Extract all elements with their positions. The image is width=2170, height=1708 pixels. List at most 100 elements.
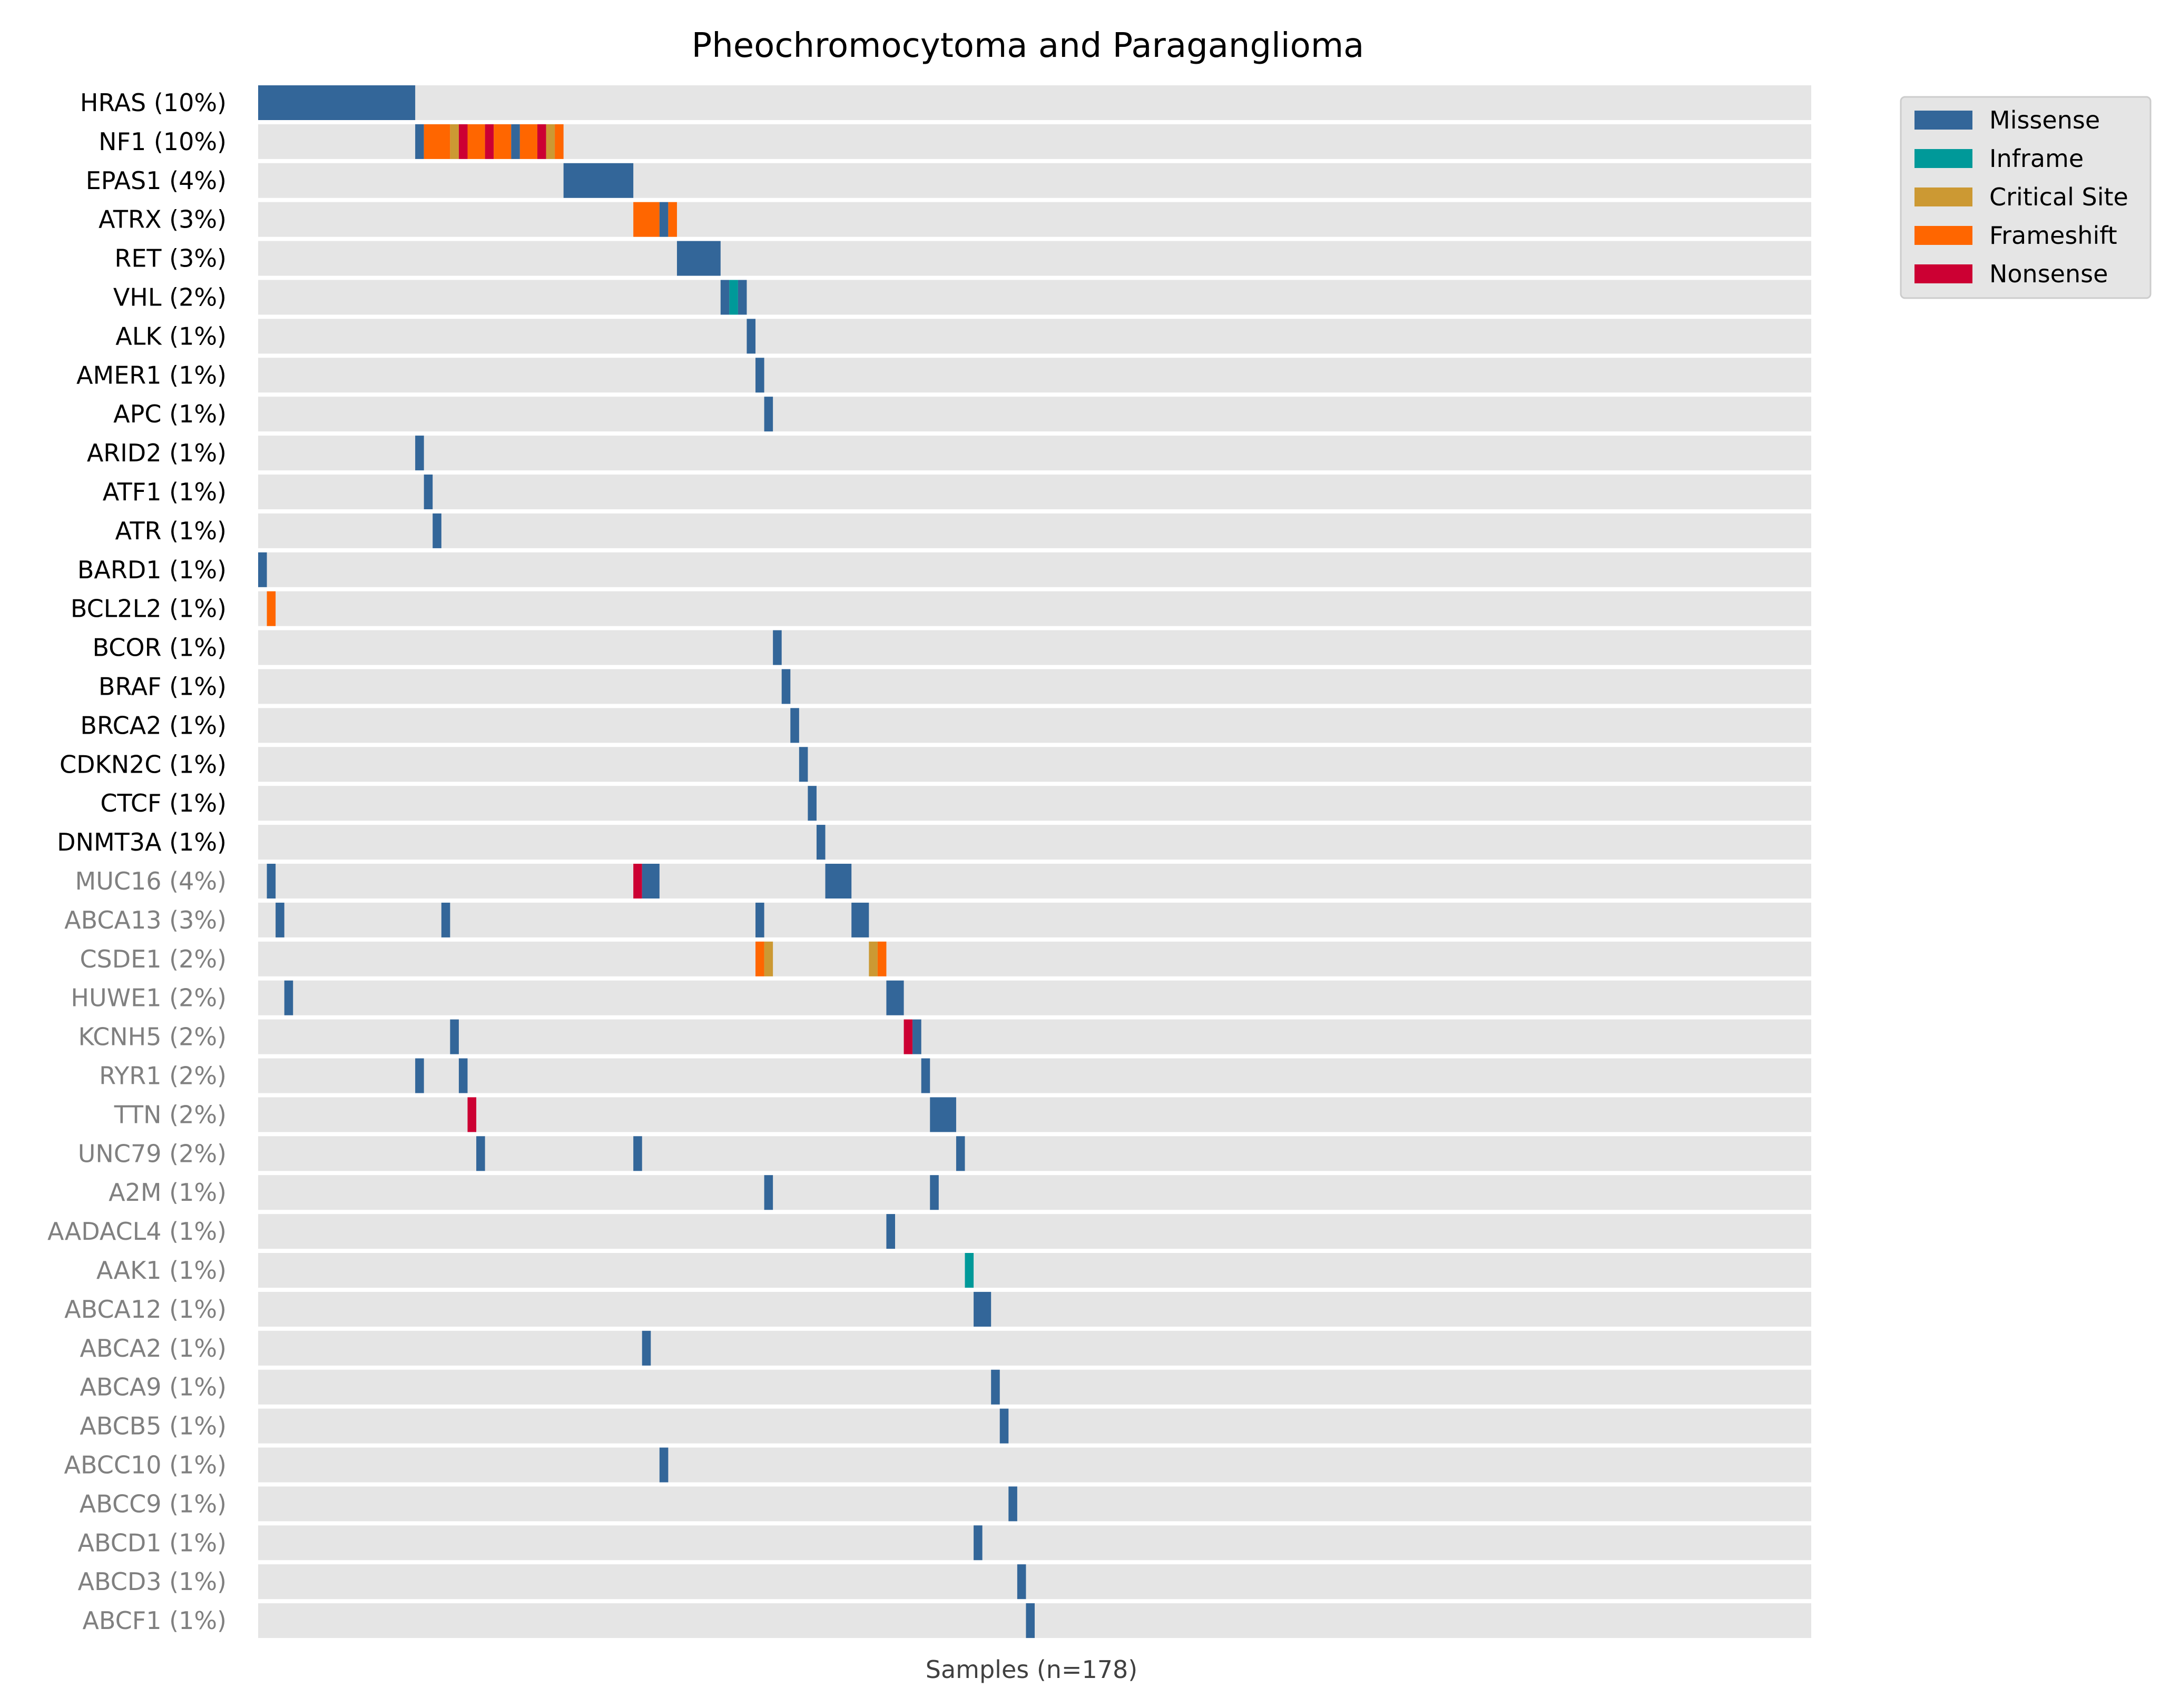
gene-row-background: [258, 475, 1811, 509]
gene-row-background: [258, 747, 1811, 782]
gene-row-background: [258, 825, 1811, 860]
mutation-mark: [764, 941, 773, 976]
mutation-mark: [755, 941, 764, 976]
gene-row-background: [258, 1330, 1811, 1366]
gene-row: [258, 1097, 1811, 1132]
gene-row-background: [258, 1486, 1811, 1522]
legend-swatch: [1914, 264, 1972, 283]
mutation-mark: [755, 902, 764, 937]
gene-row-background: [258, 1564, 1811, 1600]
gene-row-background: [258, 864, 1811, 899]
gene-label: ALK (1%): [115, 322, 227, 350]
gene-label: ABCA12 (1%): [64, 1295, 227, 1324]
gene-label: CSDE1 (2%): [80, 945, 227, 973]
mutation-mark: [668, 202, 677, 237]
gene-label: BARD1 (1%): [77, 556, 227, 584]
gene-label: AADACL4 (1%): [47, 1217, 227, 1246]
gene-row-background: [258, 708, 1811, 743]
gene-row-background: [258, 436, 1811, 471]
mutation-mark: [441, 902, 450, 937]
gene-rows: [258, 85, 1811, 1638]
legend: Missense Inframe Critical Site Frameshift No…: [1900, 96, 2152, 299]
mutation-mark: [415, 1058, 424, 1093]
gene-row-background: [258, 397, 1811, 432]
mutation-mark: [467, 124, 485, 159]
gene-label: KCNH5 (2%): [78, 1023, 227, 1051]
mutation-mark: [877, 941, 887, 976]
gene-label: MUC16 (4%): [75, 867, 227, 895]
gene-row-background: [258, 280, 1811, 315]
mutation-mark: [485, 124, 494, 159]
gene-label: APC (1%): [113, 400, 227, 428]
legend-swatch: [1914, 226, 1972, 245]
gene-row: [258, 1253, 1811, 1288]
gene-row-background: [258, 1058, 1811, 1093]
mutation-mark: [555, 124, 564, 159]
mutation-mark: [999, 1408, 1009, 1444]
gene-label: UNC79 (2%): [78, 1139, 227, 1168]
mutation-mark: [476, 1136, 485, 1171]
gene-label: BRAF (1%): [99, 673, 227, 701]
gene-row-background: [258, 1253, 1811, 1288]
gene-row: [258, 1136, 1811, 1171]
mutation-mark: [886, 980, 904, 1015]
mutation-mark: [563, 163, 634, 198]
gene-label: ABCF1 (1%): [82, 1606, 227, 1635]
mutation-mark: [764, 397, 773, 432]
gene-row: [258, 1058, 1811, 1093]
gene-row: [258, 630, 1811, 665]
gene-label: ABCC10 (1%): [64, 1451, 227, 1479]
gene-row-background: [258, 1369, 1811, 1405]
legend-box: [1900, 96, 2152, 299]
mutation-mark: [965, 1253, 974, 1288]
mutation-mark: [1026, 1603, 1035, 1638]
gene-row: [258, 1214, 1811, 1249]
mutation-mark: [467, 1097, 477, 1132]
gene-row: [258, 513, 1811, 548]
gene-label: ABCC9 (1%): [80, 1489, 227, 1518]
mutation-mark: [633, 202, 660, 237]
gene-label: HUWE1 (2%): [71, 984, 227, 1012]
mutation-mark: [494, 124, 512, 159]
legend-label: Critical Site: [1989, 183, 2128, 211]
mutation-mark: [930, 1175, 939, 1210]
mutation-mark: [511, 124, 520, 159]
gene-label: ABCB5 (1%): [80, 1412, 227, 1440]
mutation-mark: [1008, 1486, 1017, 1522]
gene-label: RET (3%): [114, 244, 227, 273]
gene-row-background: [258, 513, 1811, 548]
mutation-mark: [267, 864, 276, 899]
mutation-mark: [816, 825, 826, 860]
gene-row-background: [258, 1175, 1811, 1210]
mutation-mark: [424, 124, 450, 159]
gene-label: ATRX (3%): [99, 205, 227, 234]
mutation-mark: [1017, 1564, 1026, 1600]
mutation-mark: [921, 1058, 930, 1093]
gene-row: [258, 980, 1811, 1015]
legend-label: Missense: [1989, 106, 2100, 134]
gene-label: BRCA2 (1%): [80, 711, 227, 739]
gene-row-background: [258, 1214, 1811, 1249]
gene-row-background: [258, 980, 1811, 1015]
legend-swatch: [1914, 187, 1972, 206]
mutation-mark: [458, 1058, 468, 1093]
gene-row: [258, 475, 1811, 509]
legend-label: Inframe: [1989, 144, 2084, 173]
gene-labels: HRAS (10%) NF1 (10%) EPAS1 (4%) ATRX (3%) RE…: [47, 88, 227, 1635]
gene-row: [258, 436, 1811, 471]
gene-row-background: [258, 1291, 1811, 1327]
gene-label: ARID2 (1%): [87, 439, 227, 467]
gene-row: [258, 1408, 1811, 1444]
gene-row-background: [258, 552, 1811, 587]
gene-label: BCL2L2 (1%): [71, 595, 227, 623]
gene-label: ABCD3 (1%): [77, 1567, 227, 1596]
chart-title: Pheochromocytoma and Paraganglioma: [692, 26, 1364, 65]
gene-label: AAK1 (1%): [96, 1256, 227, 1285]
gene-label: VHL (2%): [113, 283, 227, 312]
gene-label: TTN (2%): [114, 1100, 227, 1129]
mutation-mark: [450, 124, 459, 159]
gene-row: [258, 864, 1811, 899]
gene-label: ABCD1 (1%): [77, 1528, 227, 1557]
gene-label: HRAS (10%): [80, 88, 227, 117]
mutation-mark: [755, 358, 764, 393]
